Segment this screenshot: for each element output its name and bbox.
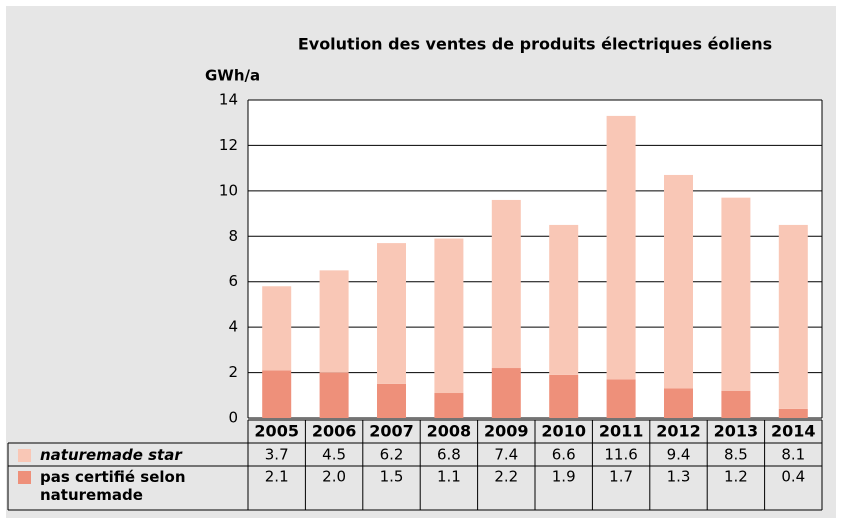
bar-segment <box>664 388 693 418</box>
table-value: 7.4 <box>494 446 518 464</box>
legend-label: pas certifié selon naturemade <box>40 468 186 504</box>
table-value: 2.2 <box>494 468 518 486</box>
bar-segment <box>549 224 579 375</box>
x-tick-label: 2011 <box>599 422 644 441</box>
x-tick-label: 2013 <box>714 422 759 441</box>
x-tick-label: 2012 <box>656 422 701 441</box>
bar-segment <box>319 270 349 373</box>
y-tick-label: 0 <box>228 409 238 427</box>
y-tick-label: 14 <box>219 91 238 109</box>
table-value: 1.1 <box>437 468 461 486</box>
x-tick-label: 2008 <box>427 422 472 441</box>
table-value: 4.5 <box>322 446 346 464</box>
x-tick-label: 2014 <box>771 422 816 441</box>
bar-segment <box>721 197 751 391</box>
table-value: 1.9 <box>552 468 576 486</box>
y-tick-label: 2 <box>228 363 238 381</box>
bar-segment <box>319 372 349 418</box>
bar-segment <box>606 379 636 418</box>
bar-segment <box>262 286 292 371</box>
table-value: 6.8 <box>437 446 461 464</box>
table-value: 1.7 <box>609 468 633 486</box>
y-tick-label: 12 <box>219 136 238 154</box>
table-value: 2.0 <box>322 468 346 486</box>
table-value: 9.4 <box>667 446 691 464</box>
y-tick-label: 10 <box>219 181 238 199</box>
bar-segment <box>434 393 464 418</box>
bar-segment <box>377 383 406 418</box>
x-tick-label: 2006 <box>312 422 357 441</box>
table-value: 11.6 <box>604 446 637 464</box>
bar-segment <box>377 243 406 384</box>
table-value: 8.1 <box>781 446 805 464</box>
bar-segment <box>778 224 808 409</box>
bar-segment <box>778 408 808 418</box>
x-tick-label: 2009 <box>484 422 529 441</box>
bar-segment <box>262 370 292 418</box>
legend-swatch <box>18 449 31 462</box>
table-value: 6.6 <box>552 446 576 464</box>
chart-title: Evolution des ventes de produits électri… <box>298 35 772 54</box>
bar-segment <box>549 374 579 418</box>
bar-segment <box>491 199 521 369</box>
x-tick-label: 2005 <box>254 422 299 441</box>
table-value: 6.2 <box>380 446 404 464</box>
table-value: 1.2 <box>724 468 748 486</box>
legend-label: naturemade star <box>40 446 182 464</box>
x-tick-label: 2010 <box>541 422 586 441</box>
y-tick-label: 6 <box>228 272 238 290</box>
table-value: 8.5 <box>724 446 748 464</box>
table-value: 3.7 <box>265 446 289 464</box>
table-value: 2.1 <box>265 468 289 486</box>
y-tick-label: 4 <box>228 318 238 336</box>
bar-segment <box>606 115 636 380</box>
x-tick-label: 2007 <box>369 422 414 441</box>
table-value: 1.5 <box>380 468 404 486</box>
table-value: 1.3 <box>667 468 691 486</box>
bar-segment <box>491 368 521 418</box>
bar-segment <box>664 174 693 389</box>
y-tick-label: 8 <box>228 227 238 245</box>
bar-segment <box>434 238 464 394</box>
table-value: 0.4 <box>781 468 805 486</box>
y-axis-label: GWh/a <box>205 67 260 85</box>
bar-segment <box>721 390 751 418</box>
legend-swatch <box>18 471 31 484</box>
